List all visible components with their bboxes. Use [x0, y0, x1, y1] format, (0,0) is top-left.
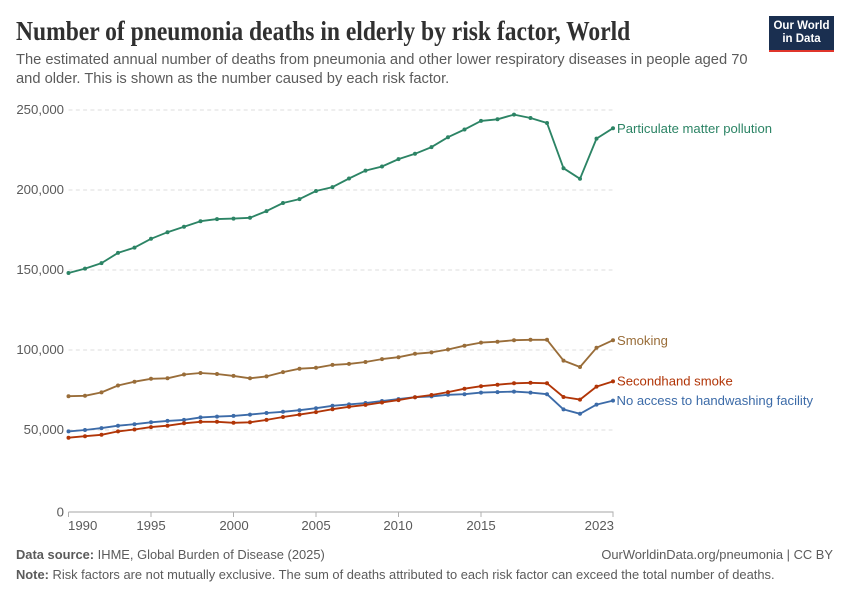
- svg-text:1990: 1990: [68, 518, 97, 533]
- svg-text:Smoking: Smoking: [617, 333, 668, 348]
- svg-text:2023: 2023: [585, 518, 614, 533]
- svg-text:150,000: 150,000: [16, 262, 64, 277]
- svg-text:0: 0: [57, 505, 64, 520]
- svg-text:250,000: 250,000: [16, 102, 64, 117]
- svg-text:No access to handwashing facil: No access to handwashing facility: [617, 393, 814, 408]
- svg-text:200,000: 200,000: [16, 182, 64, 197]
- svg-text:1995: 1995: [136, 518, 165, 533]
- svg-text:50,000: 50,000: [24, 422, 64, 437]
- svg-text:100,000: 100,000: [16, 342, 64, 357]
- svg-text:Secondhand smoke: Secondhand smoke: [617, 374, 733, 389]
- svg-text:2005: 2005: [301, 518, 330, 533]
- svg-text:Particulate matter pollution: Particulate matter pollution: [617, 121, 772, 136]
- svg-text:2015: 2015: [466, 518, 495, 533]
- svg-text:2000: 2000: [219, 518, 248, 533]
- svg-text:2010: 2010: [383, 518, 412, 533]
